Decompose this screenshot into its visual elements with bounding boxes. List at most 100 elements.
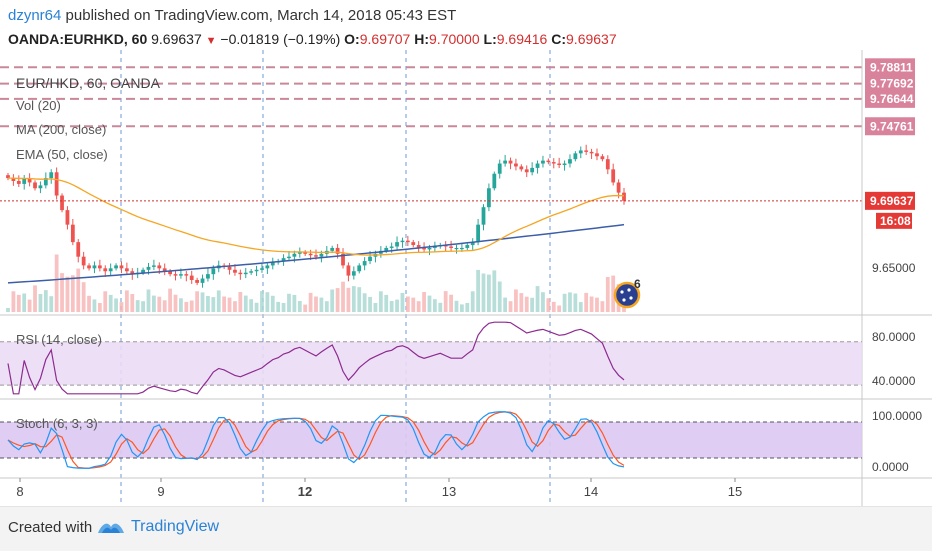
- candle-body: [27, 178, 32, 183]
- candle-body: [335, 247, 340, 254]
- candle-body: [416, 245, 421, 248]
- event-icon-dot: [629, 296, 633, 300]
- candle-body: [519, 166, 524, 170]
- candle-body: [411, 242, 416, 246]
- event-count: 6: [634, 277, 641, 291]
- candle-body: [265, 265, 270, 269]
- volume-bar: [60, 273, 64, 312]
- volume-bar: [546, 298, 551, 312]
- candle-body: [422, 247, 426, 250]
- created-with-text: Created with: [8, 519, 93, 536]
- volume-bar: [411, 297, 416, 312]
- volume-bar: [449, 294, 453, 312]
- candle-body: [557, 163, 562, 165]
- current-price-label-bg: [865, 191, 915, 210]
- volume-bar: [341, 281, 345, 312]
- legend-ema[interactable]: EMA (50, close): [16, 147, 108, 162]
- author-link[interactable]: dzynr64: [8, 7, 62, 24]
- volume-bar: [124, 290, 129, 312]
- volume-bar: [11, 291, 16, 312]
- candle-body: [481, 207, 486, 225]
- volume-bar: [211, 297, 216, 312]
- candle-body: [16, 181, 21, 184]
- publish-info: dzynr64 published on TradingView.com, Ma…: [8, 7, 456, 24]
- level-label: 9.74761: [870, 119, 914, 133]
- volume-bar: [222, 296, 227, 312]
- candle-body: [449, 246, 453, 248]
- candle-body: [389, 246, 394, 248]
- volume-bar: [76, 268, 81, 312]
- candle-body: [395, 242, 399, 247]
- volume-bar: [173, 294, 178, 312]
- candle-body: [595, 153, 599, 157]
- close-value: 9.69637: [566, 31, 617, 47]
- volume-bar: [470, 291, 475, 312]
- volume-bar: [427, 295, 432, 312]
- candle-body: [81, 256, 86, 266]
- volume-bar: [400, 292, 405, 312]
- volume-bar: [395, 299, 399, 312]
- volume-bar: [97, 303, 102, 312]
- candle-body: [195, 279, 200, 283]
- candle-body: [260, 268, 264, 270]
- volume-bar: [70, 275, 75, 312]
- volume-bar: [195, 291, 200, 312]
- volume-bar: [243, 295, 248, 312]
- candle-body: [281, 258, 286, 262]
- candle-body: [173, 274, 178, 276]
- volume-bar: [605, 277, 610, 312]
- candle-body: [297, 252, 302, 254]
- volume-bar: [357, 287, 362, 312]
- candle-body: [152, 265, 156, 267]
- tradingview-link[interactable]: TradingView: [131, 518, 220, 535]
- stoch-d-line: [7, 411, 625, 469]
- chart-area[interactable]: EUR/HKD, 60, OANDA Vol (20) MA (200, clo…: [0, 50, 932, 506]
- volume-bar: [416, 301, 421, 312]
- volume-bar: [584, 292, 589, 312]
- volume-bar: [27, 299, 32, 312]
- volume-bar: [519, 293, 524, 312]
- candle-body: [87, 265, 91, 269]
- candle-body: [314, 255, 318, 257]
- volume-bar: [503, 297, 508, 312]
- close-label: C:: [551, 31, 567, 47]
- level-label-bg: [865, 89, 915, 108]
- legend-rsi[interactable]: RSI (14, close): [16, 332, 102, 347]
- volume-bar: [16, 294, 21, 312]
- candle-body: [38, 185, 43, 189]
- volume-bar: [438, 302, 443, 312]
- candle-body: [254, 269, 259, 272]
- open-label: O:: [344, 31, 360, 47]
- ma200-line: [7, 223, 625, 284]
- volume-bar: [487, 274, 491, 312]
- volume-bar: [362, 293, 367, 312]
- candle-body: [54, 172, 59, 196]
- candle-body: [454, 247, 459, 250]
- candle-body: [551, 162, 556, 164]
- volume-bar: [260, 291, 264, 312]
- volume-bar: [200, 292, 205, 312]
- volume-bar: [43, 290, 48, 312]
- candle-body: [346, 265, 351, 276]
- price-change: −0.01819 (−0.19%): [220, 31, 341, 47]
- legend-title[interactable]: EUR/HKD, 60, OANDA: [16, 75, 161, 91]
- candle-body: [616, 182, 621, 193]
- volume-bar: [432, 299, 437, 312]
- x-tick-label: 13: [442, 484, 456, 499]
- candle-body: [200, 278, 205, 283]
- volume-bar: [206, 296, 210, 312]
- level-label-bg: [865, 58, 915, 77]
- volume-bar: [389, 301, 394, 312]
- event-icon[interactable]: [613, 281, 641, 309]
- legend-stoch[interactable]: Stoch (6, 3, 3): [16, 416, 98, 431]
- low-label: L:: [483, 31, 497, 47]
- volume-bar: [351, 286, 356, 312]
- footer: Created with TradingView: [0, 506, 932, 551]
- candle-body: [211, 268, 216, 275]
- candle-body: [535, 163, 540, 168]
- volume-bar: [595, 297, 599, 312]
- legend-ma[interactable]: MA (200, close): [16, 122, 106, 137]
- candle-body: [141, 269, 145, 273]
- symbol-info: OANDA:EURHKD, 60 9.69637 ▼ −0.01819 (−0.…: [8, 31, 617, 47]
- legend-vol[interactable]: Vol (20): [16, 98, 61, 113]
